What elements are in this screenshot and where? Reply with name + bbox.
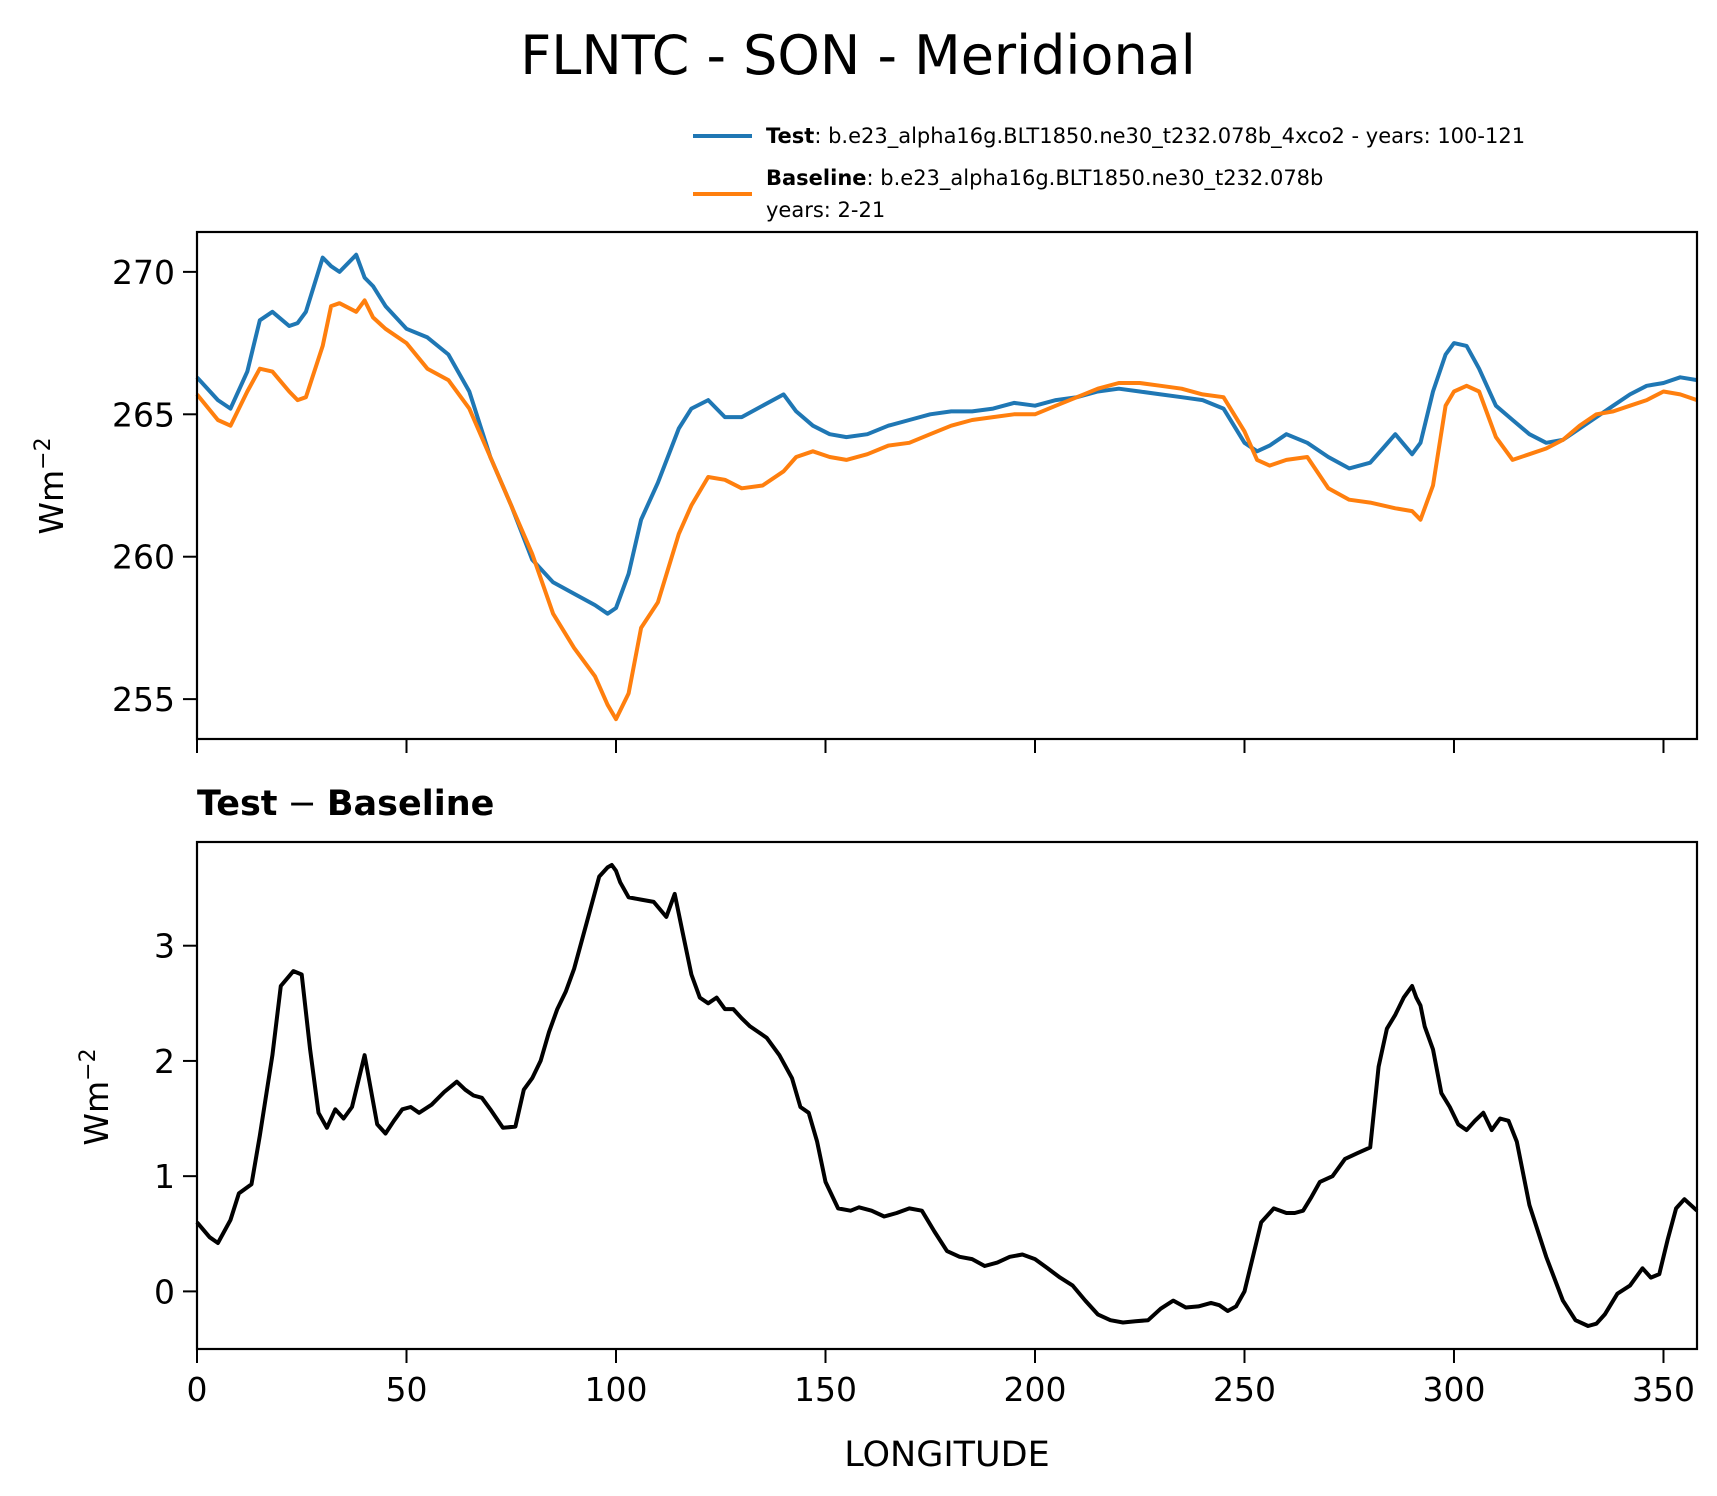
legend-baseline-years: years: 2-21	[766, 198, 885, 222]
bottom-axes-frame	[195, 840, 1699, 1351]
bottom-title-baseline: Baseline	[327, 784, 495, 824]
top-series	[195, 252, 1698, 722]
top-y-tick-label: 265	[112, 395, 175, 434]
bottom-panel: Test − Baseline 0 50 100 150 200 250 300 3500123 …	[76, 784, 1699, 1475]
bottom-x-tick-label: 250	[1213, 1370, 1276, 1409]
legend-baseline-entry: Baseline: b.e23_alpha16g.BLT1850.ne30_t2…	[766, 166, 1323, 191]
bottom-x-tick-label: 350	[1632, 1370, 1695, 1409]
top-ylabel: Wm−2	[31, 437, 71, 534]
bottom-x-tick-label: 200	[1003, 1370, 1066, 1409]
bottom-y-tick-label: 1	[154, 1157, 175, 1196]
legend-test-text: : b.e23_alpha16g.BLT1850.ne30_t232.078b_…	[814, 124, 1525, 149]
bottom-x-tick-label: 300	[1422, 1370, 1485, 1409]
bottom-ylabel: Wm−2	[76, 1048, 116, 1145]
legend: Test: b.e23_alpha16g.BLT1850.ne30_t232.0…	[693, 124, 1525, 222]
top-series-line-test	[195, 252, 1698, 616]
legend-test-entry: Test: b.e23_alpha16g.BLT1850.ne30_t232.0…	[766, 124, 1525, 149]
top-y-tick-label: 260	[112, 538, 175, 577]
bottom-series	[195, 863, 1699, 1328]
bottom-title-minus: −	[288, 784, 317, 824]
bottom-ylabel-base: Wm	[77, 1081, 116, 1146]
top-y-tick-label: 255	[112, 680, 175, 719]
bottom-y-tick-label: 3	[154, 927, 175, 966]
bottom-x-tick-label: 100	[584, 1370, 647, 1409]
top-axes-frame	[195, 230, 1699, 741]
bottom-ticks: 0 50 100 150 200 250 300 350 0 1 2 3	[154, 927, 1695, 1409]
legend-baseline-text: : b.e23_alpha16g.BLT1850.ne30_t232.078b	[867, 166, 1324, 191]
top-ticks: 255 260 265 270	[112, 253, 1665, 753]
bottom-y-tick-label: 2	[154, 1042, 175, 1081]
figure-title: FLNTC - SON - Meridional	[520, 24, 1196, 87]
legend-baseline-label: Baseline	[766, 166, 867, 190]
x-axis-label: LONGITUDE	[844, 1435, 1050, 1475]
bottom-x-tick-label: 150	[794, 1370, 857, 1409]
top-ylabel-exp: −2	[31, 437, 56, 469]
bottom-title-test: Test	[197, 784, 278, 824]
bottom-series-line-difference	[195, 863, 1699, 1328]
bottom-ylabel-exp: −2	[76, 1048, 101, 1080]
top-panel: 255 260 265 270 Wm−2	[31, 230, 1699, 753]
top-y-tick-label: 270	[112, 253, 175, 292]
bottom-x-tick-label: 0	[187, 1370, 208, 1409]
legend-test-label: Test	[766, 124, 814, 148]
bottom-x-tick-label: 50	[385, 1370, 427, 1409]
top-ylabel-base: Wm	[32, 470, 71, 535]
bottom-panel-title: Test − Baseline	[197, 784, 494, 824]
top-series-line-baseline	[195, 298, 1698, 722]
bottom-y-tick-label: 0	[154, 1272, 175, 1311]
